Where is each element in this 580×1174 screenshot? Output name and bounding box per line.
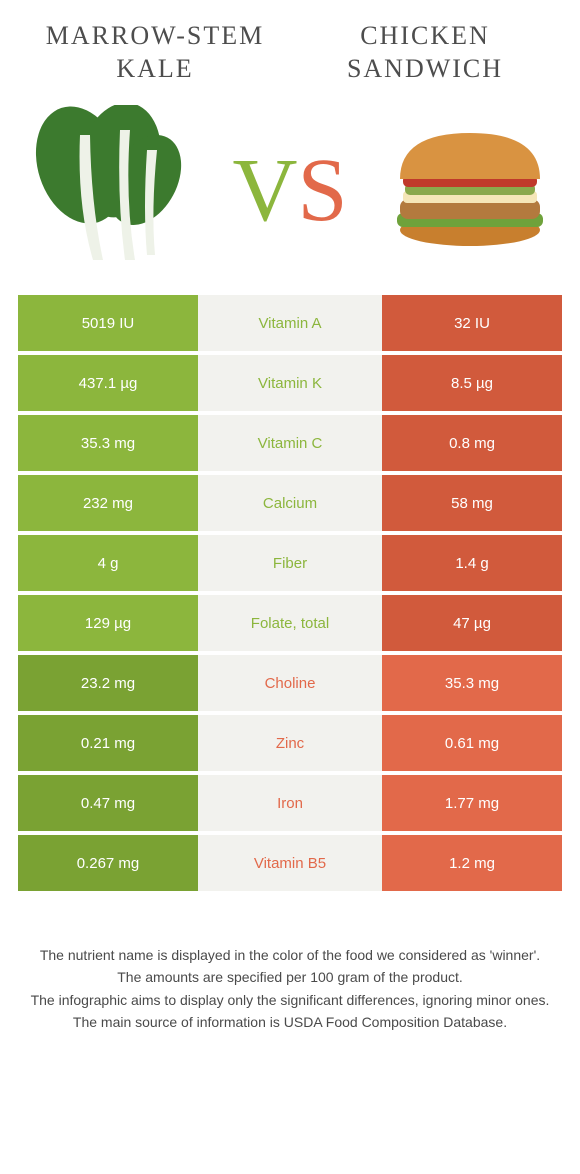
left-value-cell: 0.47 mg xyxy=(18,775,198,831)
sandwich-icon xyxy=(385,105,555,275)
right-value-cell: 1.2 mg xyxy=(382,835,562,891)
table-row: 5019 IUVitamin A32 IU xyxy=(18,295,562,351)
left-value-cell: 5019 IU xyxy=(18,295,198,351)
header: MARROW-STEM KALE CHICKEN SANDWICH xyxy=(0,0,580,95)
images-row: VS xyxy=(0,95,580,295)
table-row: 23.2 mgCholine35.3 mg xyxy=(18,655,562,711)
right-value-cell: 1.4 g xyxy=(382,535,562,591)
nutrient-name-cell: Choline xyxy=(198,655,382,711)
nutrient-table: 5019 IUVitamin A32 IU437.1 µgVitamin K8.… xyxy=(18,295,562,891)
nutrient-name-cell: Vitamin K xyxy=(198,355,382,411)
table-row: 0.267 mgVitamin B51.2 mg xyxy=(18,835,562,891)
right-value-cell: 58 mg xyxy=(382,475,562,531)
table-row: 0.21 mgZinc0.61 mg xyxy=(18,715,562,771)
right-value-cell: 0.8 mg xyxy=(382,415,562,471)
right-value-cell: 0.61 mg xyxy=(382,715,562,771)
nutrient-name-cell: Iron xyxy=(198,775,382,831)
kale-icon xyxy=(25,105,195,275)
table-row: 0.47 mgIron1.77 mg xyxy=(18,775,562,831)
left-value-cell: 4 g xyxy=(18,535,198,591)
vs-label: VS xyxy=(232,139,347,242)
nutrient-name-cell: Folate, total xyxy=(198,595,382,651)
right-food-title: CHICKEN SANDWICH xyxy=(300,20,550,85)
table-row: 129 µgFolate, total47 µg xyxy=(18,595,562,651)
left-value-cell: 35.3 mg xyxy=(18,415,198,471)
left-value-cell: 0.21 mg xyxy=(18,715,198,771)
right-value-cell: 47 µg xyxy=(382,595,562,651)
left-food-title: MARROW-STEM KALE xyxy=(30,20,280,85)
right-value-cell: 8.5 µg xyxy=(382,355,562,411)
left-value-cell: 437.1 µg xyxy=(18,355,198,411)
left-value-cell: 23.2 mg xyxy=(18,655,198,711)
footer-line: The main source of information is USDA F… xyxy=(30,1012,550,1032)
left-value-cell: 129 µg xyxy=(18,595,198,651)
table-row: 437.1 µgVitamin K8.5 µg xyxy=(18,355,562,411)
nutrient-name-cell: Calcium xyxy=(198,475,382,531)
vs-v: V xyxy=(232,141,297,240)
table-row: 35.3 mgVitamin C0.8 mg xyxy=(18,415,562,471)
nutrient-name-cell: Vitamin A xyxy=(198,295,382,351)
nutrient-name-cell: Vitamin C xyxy=(198,415,382,471)
footer-line: The infographic aims to display only the… xyxy=(30,990,550,1010)
footer-line: The amounts are specified per 100 gram o… xyxy=(30,967,550,987)
right-value-cell: 32 IU xyxy=(382,295,562,351)
vs-s: S xyxy=(297,141,347,240)
right-value-cell: 1.77 mg xyxy=(382,775,562,831)
table-row: 4 gFiber1.4 g xyxy=(18,535,562,591)
footer-line: The nutrient name is displayed in the co… xyxy=(30,945,550,965)
table-row: 232 mgCalcium58 mg xyxy=(18,475,562,531)
nutrient-name-cell: Fiber xyxy=(198,535,382,591)
footer-notes: The nutrient name is displayed in the co… xyxy=(0,895,580,1032)
nutrient-name-cell: Zinc xyxy=(198,715,382,771)
right-value-cell: 35.3 mg xyxy=(382,655,562,711)
nutrient-name-cell: Vitamin B5 xyxy=(198,835,382,891)
left-value-cell: 232 mg xyxy=(18,475,198,531)
left-value-cell: 0.267 mg xyxy=(18,835,198,891)
